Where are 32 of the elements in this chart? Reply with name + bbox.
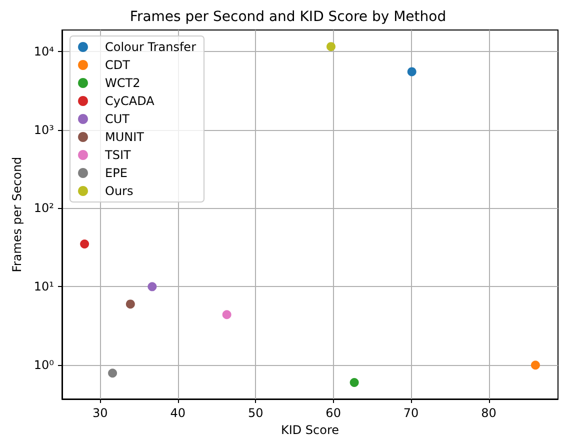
legend-label: Colour Transfer [105,40,196,54]
chart-title: Frames per Second and KID Score by Method [130,9,446,25]
point [148,282,157,292]
y-tick-label: 10¹ [34,280,54,294]
legend-label: CDT [105,58,131,72]
y-tick-label: 10⁰ [34,358,54,372]
x-tick-label: 30 [92,406,108,420]
y-tick-label: 10³ [34,122,54,137]
y-axis-title: Frames per Second [10,156,24,272]
point [80,239,90,248]
legend-label: EPE [105,166,128,180]
y-tick-label: 10² [34,201,54,216]
point [407,67,416,76]
legend-label: Ours [105,184,134,198]
point [222,310,232,320]
x-tick-label: 70 [403,406,419,420]
x-tick-label: 40 [170,406,186,420]
point [350,378,359,388]
legend-label: MUNIT [105,130,145,144]
x-axis-title: KID Score [280,422,340,437]
legend-label: TSIT [104,148,132,162]
legend-label: CyCADA [105,94,156,108]
x-tick-label: 50 [248,406,264,420]
point [530,360,540,370]
legend-label: CUT [105,112,130,126]
point [108,368,118,378]
legend-label: WCT2 [105,76,140,90]
y-tick-label: 10⁴ [34,44,54,58]
x-tick-label: 60 [326,406,341,420]
x-tick-label: 80 [481,406,496,420]
point [326,42,336,52]
point [126,300,135,309]
